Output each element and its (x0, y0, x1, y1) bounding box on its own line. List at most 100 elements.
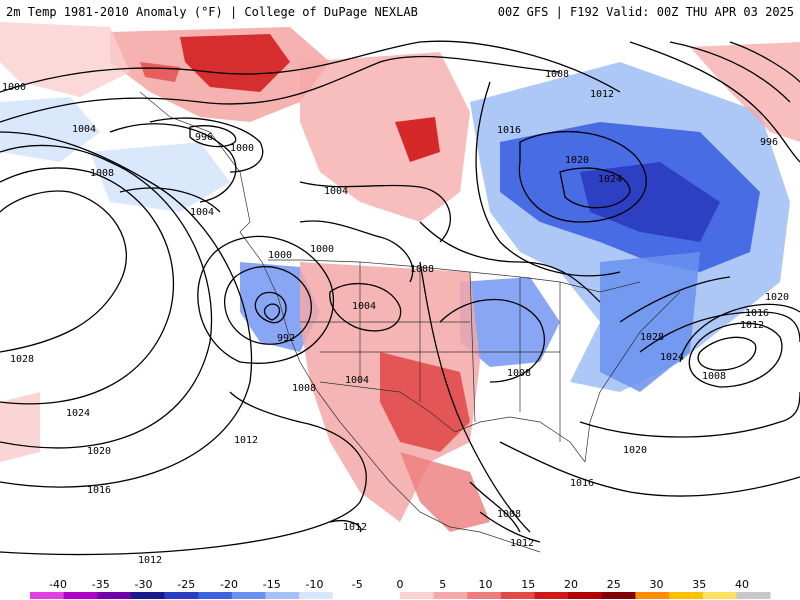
isobar-label: 1008 (410, 264, 434, 275)
map-canvas: 1008 1012 996 1000 1004 1008 1000 1004 1… (0, 22, 800, 566)
isobar-1004-alaska (109, 123, 237, 203)
isobar-label: 1016 (87, 485, 111, 496)
legend-swatch (669, 592, 704, 599)
header-bar: 2m Temp 1981-2010 Anomaly (°F) | College… (0, 0, 800, 22)
low-center-996 (254, 291, 287, 324)
isobar-contours (0, 40, 800, 556)
isobar-label: 1024 (660, 352, 684, 363)
isobar-label: 1000 (310, 244, 334, 255)
legend-swatch (400, 592, 435, 599)
legend-tick-label: -20 (220, 578, 238, 591)
legend-tick-label: 20 (564, 578, 578, 591)
isobar-1020-east (518, 130, 647, 223)
isobar-1016-east (475, 81, 621, 277)
legend-swatch (299, 592, 334, 599)
legend-tick-label: -15 (263, 578, 281, 591)
legend-swatch (500, 592, 536, 599)
legend-tick-label: 15 (521, 578, 535, 591)
us-mexico-border (319, 381, 456, 433)
legend-tick-label: -35 (92, 578, 110, 591)
legend-swatch (198, 592, 233, 599)
legend-tick-label: -5 (352, 578, 363, 591)
isobar-1012-se-pacific (329, 520, 362, 533)
isobar-label: 1020 (623, 445, 647, 456)
alaska-coast (139, 91, 251, 233)
legend-colorbar (30, 592, 771, 599)
legend-swatch (568, 592, 603, 599)
isobar-1000-alaska (149, 117, 264, 173)
isobar-label: 1004 (345, 375, 369, 386)
isobar-label: 992 (277, 333, 295, 344)
legend-swatch (736, 592, 771, 599)
isobar-label: 1004 (72, 124, 96, 135)
isobar-1020-atlantic (579, 391, 800, 438)
legend-tick-label: 40 (735, 578, 749, 591)
isobar-1012-central (419, 261, 531, 533)
cold-patch-mid-pacific (90, 142, 230, 212)
low-ring-1004 (197, 235, 335, 364)
isobar-label: 1000 (2, 82, 26, 93)
warm-region-north-pacific (0, 22, 130, 97)
isobar-1016-gulf (499, 441, 800, 497)
isobar-1020-pacific (0, 144, 213, 449)
isobar-label: 1012 (590, 89, 614, 100)
low-ring-1008-atlantic (697, 336, 757, 371)
isobar-1012-pacific (0, 391, 367, 556)
color-legend: -40 -35 -30 -25 -20 -15 -10 -5 0 5 10 15 20 25 30 35 40 (0, 577, 800, 600)
isobar-1028-pacific (0, 190, 127, 353)
isobar-label: 1008 (292, 383, 316, 394)
isobar-label: 1028 (10, 354, 34, 365)
isobar-label: 1008 (545, 69, 569, 80)
gulf-coast (454, 416, 586, 463)
legend-tick-labels: -40 -35 -30 -25 -20 -15 -10 -5 0 5 10 15 20 25 30 35 40 (49, 578, 749, 591)
low-ring-1000 (224, 265, 312, 345)
legend-swatch (467, 592, 502, 599)
legend-swatch (63, 592, 98, 599)
isobar-1004-pacific-mid (119, 187, 221, 213)
isobar-label: 1008 (507, 368, 531, 379)
legend-swatch (30, 592, 65, 599)
isobar-label: 1016 (570, 478, 594, 489)
isobar-1008-central (439, 298, 546, 383)
cold-deep-core (580, 162, 720, 242)
legend-swatch (601, 592, 636, 599)
isobar-label: 1004 (352, 301, 376, 312)
isobar-label: 1008 (702, 371, 726, 382)
warm-core-texas-mexico (380, 352, 470, 452)
legend-swatch (702, 592, 737, 599)
temperature-anomaly-shading (0, 22, 800, 532)
legend-swatch (265, 592, 300, 599)
legend-swatch (332, 592, 367, 599)
forecast-map[interactable]: 1008 1012 996 1000 1004 1008 1000 1004 1… (0, 22, 800, 577)
isobar-label: 1000 (268, 250, 292, 261)
isobar-1004-low-central (329, 282, 402, 332)
isobar-1008-mexico (469, 481, 521, 533)
warm-core-alaska (180, 34, 290, 92)
isobar-label: 1020 (565, 155, 589, 166)
isobar-label: 1008 (497, 509, 521, 520)
isobar-label: 996 (760, 137, 778, 148)
isobar-label: 1016 (497, 125, 521, 136)
isobar-1008-north (0, 55, 561, 123)
isobar-1016-pacific (0, 131, 253, 488)
west-coast-line (239, 231, 541, 553)
legend-swatch (635, 592, 670, 599)
isobar-1000-canada (299, 220, 414, 283)
isobar-label: 1020 (87, 446, 111, 457)
isobar-label: 996 (195, 132, 213, 143)
legend-tick-label: 25 (607, 578, 621, 591)
legend-tick-label: -10 (306, 578, 324, 591)
low-ring-992 (263, 303, 281, 321)
legend-swatch (130, 592, 166, 599)
isobar-label: 1012 (740, 320, 764, 331)
isobar-ne-atlantic-2 (669, 41, 791, 103)
legend-swatch (231, 592, 266, 599)
isobar-label: 1016 (745, 308, 769, 319)
legend-swatch (366, 592, 401, 599)
isobar-1024-pacific (0, 167, 175, 405)
isobar-ne-atlantic-3 (729, 41, 800, 83)
valid-time-label: 00Z GFS | F192 Valid: 00Z THU APR 03 202… (497, 5, 794, 19)
isobar-labels: 1008 1012 996 1000 1004 1008 1000 1004 1… (2, 69, 789, 566)
chart-title: 2m Temp 1981-2010 Anomaly (°F) | College… (6, 5, 418, 19)
legend-tick-label: -30 (135, 578, 153, 591)
